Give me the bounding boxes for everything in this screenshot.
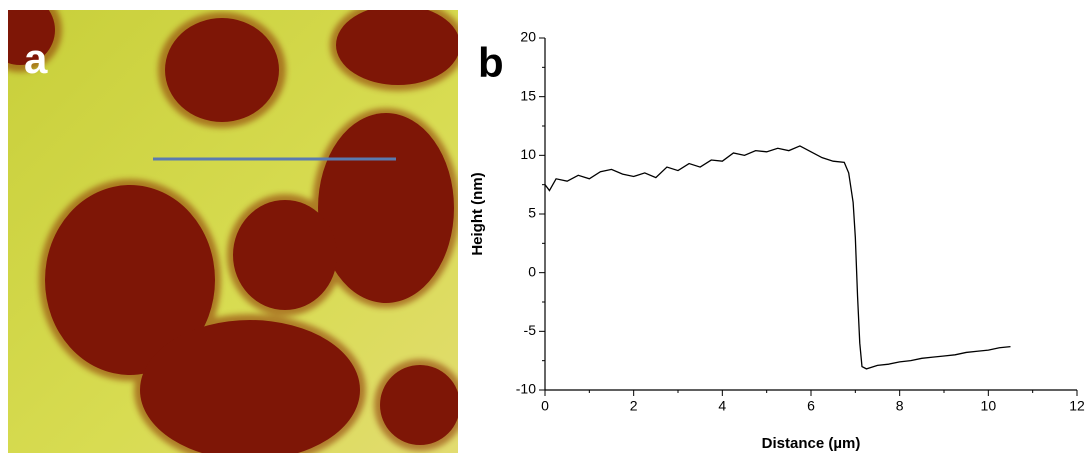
x-tick-label: 12	[1069, 398, 1085, 414]
y-tick-label: 10	[520, 146, 536, 162]
y-tick-label: -10	[516, 381, 536, 397]
x-tick-label: 4	[718, 398, 726, 414]
y-tick-label: 5	[528, 205, 536, 221]
panel-label: a	[24, 35, 48, 82]
afm-image	[8, 10, 458, 453]
y-tick-label: 0	[528, 263, 536, 279]
panel-label: b	[478, 39, 504, 86]
x-tick-label: 6	[807, 398, 815, 414]
y-tick-label: 15	[520, 87, 536, 103]
x-tick-label: 8	[896, 398, 904, 414]
y-tick-label: 20	[520, 29, 536, 45]
x-tick-label: 0	[541, 398, 549, 414]
y-tick-label: -5	[524, 322, 537, 338]
profile-line	[544, 145, 1011, 370]
x-tick-label: 2	[630, 398, 638, 414]
x-axis-title: Distance (µm)	[762, 435, 861, 452]
y-axis-title: Height (nm)	[469, 172, 486, 255]
x-tick-label: 10	[981, 398, 997, 414]
